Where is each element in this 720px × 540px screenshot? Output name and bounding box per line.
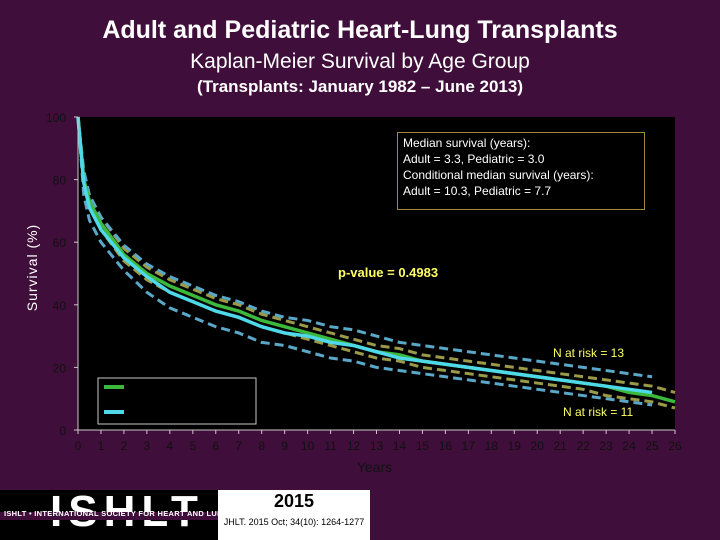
x-tick-label: 21 (554, 439, 568, 453)
y-tick-label: 60 (53, 236, 67, 250)
x-tick-label: 22 (576, 439, 590, 453)
x-axis-label: Years (357, 459, 392, 475)
pediatric-survival-line (76, 116, 653, 395)
x-tick-label: 8 (258, 439, 265, 453)
chart-period: (Transplants: January 1982 – June 2013) (197, 77, 523, 96)
x-tick-label: 13 (370, 439, 384, 453)
x-tick-label: 15 (416, 439, 430, 453)
y-tick-label: 40 (53, 299, 67, 313)
x-tick-label: 5 (189, 439, 196, 453)
chart-subtitle: Kaplan-Meier Survival by Age Group (190, 50, 530, 73)
citation-box: 2015 JHLT. 2015 Oct; 34(10): 1264-1277 (218, 490, 370, 540)
median-survival-heading: Median survival (years): (403, 136, 531, 150)
y-tick-label: 80 (53, 174, 67, 188)
p-value-annotation: p-value = 0.4983 (338, 265, 438, 280)
x-tick-label: 19 (508, 439, 522, 453)
ishlt-logo: ISHLT (0, 490, 218, 540)
x-tick-label: 6 (212, 439, 219, 453)
median-survival-box: Median survival (years): Adult = 3.3, Pe… (397, 132, 645, 210)
x-tick-label: 1 (98, 439, 105, 453)
y-tick-label: 20 (53, 361, 67, 375)
x-tick-label: 14 (393, 439, 407, 453)
x-tick-label: 12 (347, 439, 361, 453)
citation-reference: JHLT. 2015 Oct; 34(10): 1264-1277 (223, 517, 365, 527)
adult-ci-lower (76, 116, 676, 410)
logo-band (0, 512, 218, 520)
logo-subtitle: ISHLT • INTERNATIONAL SOCIETY FOR HEART … (4, 509, 309, 518)
x-tick-label: 3 (144, 439, 151, 453)
adult-at-risk-annotation: N at risk = 13 (553, 346, 624, 360)
x-tick-label: 17 (462, 439, 476, 453)
x-tick-label: 26 (668, 439, 682, 453)
pediatric-at-risk-annotation: N at risk = 11 (563, 405, 633, 419)
x-tick-label: 11 (324, 439, 337, 453)
x-tick-label: 2 (121, 439, 128, 453)
chart-title: Adult and Pediatric Heart-Lung Transplan… (102, 16, 618, 44)
legend (97, 377, 257, 425)
y-tick-label: 0 (59, 424, 66, 438)
conditional-median-values: Adult = 10.3, Pediatric = 7.7 (403, 184, 552, 198)
x-tick-label: 18 (485, 439, 499, 453)
x-tick-label: 25 (645, 439, 659, 453)
x-tick-label: 16 (439, 439, 453, 453)
y-tick-label: 100 (46, 111, 66, 125)
y-axis-label: Survival (%) (24, 224, 40, 311)
conditional-median-heading: Conditional median survival (years): (403, 168, 594, 182)
adult-ci-upper (76, 116, 676, 394)
x-tick-label: 24 (622, 439, 636, 453)
legend-box (97, 377, 257, 425)
x-tick-label: 7 (235, 439, 242, 453)
pediatric-ci-upper (76, 116, 653, 379)
x-tick-label: 4 (167, 439, 174, 453)
x-tick-label: 0 (75, 439, 82, 453)
x-tick-label: 9 (281, 439, 288, 453)
x-tick-label: 10 (301, 439, 315, 453)
x-tick-label: 20 (531, 439, 545, 453)
citation-year: 2015 (273, 491, 315, 511)
x-tick-label: 23 (599, 439, 613, 453)
median-survival-values: Adult = 3.3, Pediatric = 3.0 (403, 152, 545, 166)
